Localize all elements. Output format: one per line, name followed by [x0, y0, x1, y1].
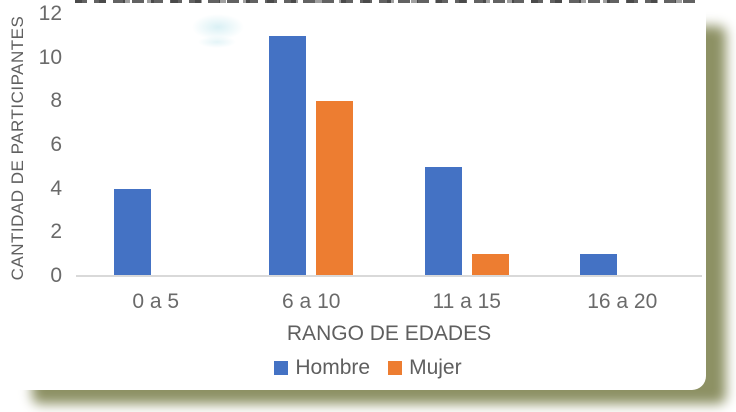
y-axis-tick: 4 [50, 176, 62, 200]
x-axis-line [76, 275, 702, 277]
chart-card: CANTIDAD DE PARTICIPANTES 0 2 4 6 8 10 12 0 a … [8, 0, 702, 379]
bar-hombre [580, 254, 618, 276]
y-axis-tick: 6 [50, 133, 62, 156]
cropped-title-text [75, 0, 695, 3]
y-axis-tick: 0 [50, 264, 62, 287]
x-axis-category-label: 11 a 15 [432, 290, 501, 313]
bar-hombre [269, 36, 307, 276]
highlight-smudge [192, 14, 244, 40]
x-axis-category-label: 0 a 5 [132, 290, 180, 313]
bar-group [545, 14, 701, 276]
bar-group [78, 14, 234, 276]
legend-item-hombre: Hombre [274, 356, 370, 380]
x-axis-category-label: 6 a 10 [282, 290, 341, 313]
legend: Hombre Mujer [0, 356, 736, 380]
y-axis-tick: 12 [38, 2, 62, 25]
bar-group [389, 14, 545, 276]
legend-swatch-icon [388, 361, 403, 375]
legend-swatch-icon [274, 361, 289, 375]
bar-group [234, 14, 390, 276]
highlight-smudge [198, 36, 236, 48]
bar-mujer [471, 254, 509, 276]
legend-label: Hombre [295, 356, 371, 379]
legend-item-mujer: Mujer [388, 356, 462, 380]
bar-mujer [316, 101, 354, 276]
plot-area [78, 14, 700, 276]
bar-hombre [113, 189, 151, 276]
x-axis-category-label: 16 a 20 [587, 290, 658, 313]
x-axis-category-labels: 0 a 5 6 a 10 11 a 15 16 a 20 [78, 290, 700, 314]
y-axis-tick: 10 [38, 45, 62, 69]
y-axis-tick: 8 [50, 89, 62, 113]
y-axis-tick: 2 [50, 220, 62, 244]
bar-hombre [424, 167, 462, 276]
x-axis-title: RANGO DE EDADES [286, 322, 492, 345]
legend-label: Mujer [409, 356, 462, 379]
